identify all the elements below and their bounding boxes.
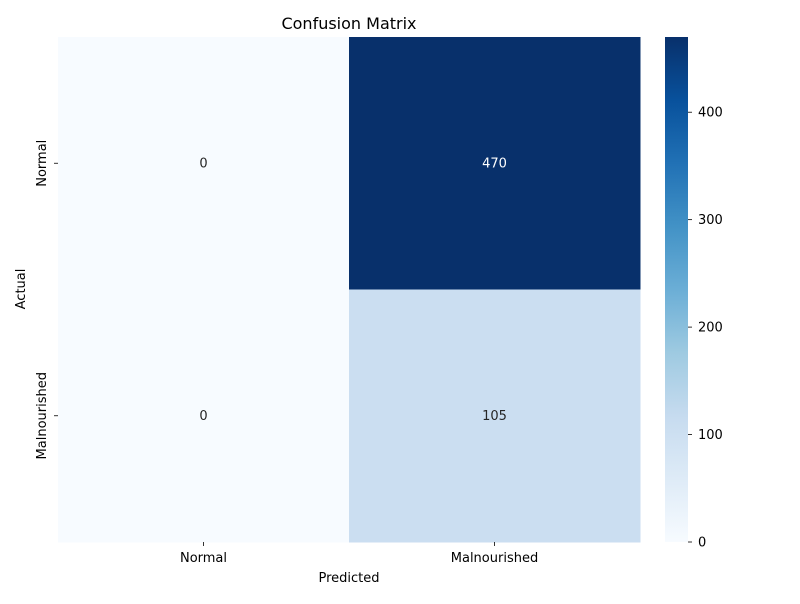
heatmap-cell [349,37,641,290]
colorbar-tick-label: 0 [698,536,706,551]
y-axis-ticks: Normal Malnourished [35,140,58,459]
cell-value-label: 0 [199,409,207,424]
x-axis-ticks: Normal Malnourished [180,542,538,566]
heatmap-cells [58,37,641,543]
y-tick-label: Normal [35,140,50,187]
x-tick-label: Malnourished [451,551,538,566]
heatmap-cell [58,37,350,290]
chart-title: Confusion Matrix [281,14,416,33]
y-tick-label: Malnourished [35,372,50,459]
cell-value-label: 0 [199,156,207,171]
y-axis-label: Actual [14,269,29,310]
cell-value-label: 105 [482,409,507,424]
heatmap-cell [58,289,350,543]
colorbar-tick-label: 200 [698,321,723,336]
heatmap-cell [349,289,641,543]
colorbar [665,37,688,542]
x-axis-label: Predicted [318,571,379,586]
cell-value-label: 470 [482,156,507,171]
colorbar-ticks: 0 100 200 300 400 [688,106,723,551]
colorbar-tick-label: 100 [698,428,723,443]
colorbar-tick-label: 300 [698,213,723,228]
colorbar-tick-label: 400 [698,106,723,121]
heatmap-cell-labels: 0 470 0 105 [199,156,507,424]
x-tick-label: Normal [180,551,227,566]
